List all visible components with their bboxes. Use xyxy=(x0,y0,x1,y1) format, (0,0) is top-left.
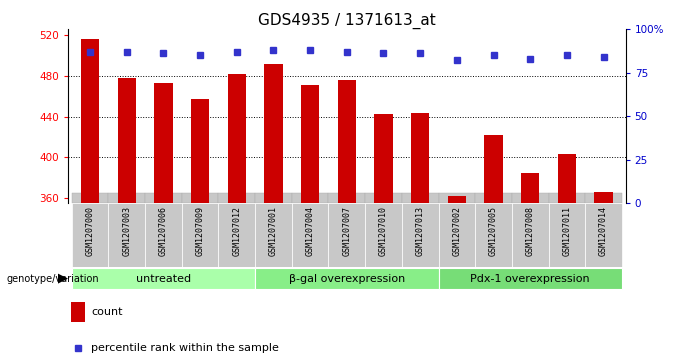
Text: GSM1207004: GSM1207004 xyxy=(305,207,315,256)
Bar xyxy=(338,80,356,203)
Title: GDS4935 / 1371613_at: GDS4935 / 1371613_at xyxy=(258,13,436,29)
Bar xyxy=(145,193,182,203)
Bar xyxy=(228,74,246,203)
Text: GSM1207014: GSM1207014 xyxy=(599,207,608,256)
Text: untreated: untreated xyxy=(136,274,191,284)
Bar xyxy=(594,192,613,203)
Bar xyxy=(328,193,365,203)
Text: GSM1207000: GSM1207000 xyxy=(86,207,95,256)
Text: Pdx-1 overexpression: Pdx-1 overexpression xyxy=(471,274,590,284)
Text: GSM1207011: GSM1207011 xyxy=(562,207,571,256)
Bar xyxy=(411,113,429,203)
Text: count: count xyxy=(91,307,123,317)
Text: GSM1207005: GSM1207005 xyxy=(489,207,498,256)
Bar xyxy=(585,193,622,203)
Bar xyxy=(365,193,402,203)
Bar xyxy=(374,114,392,203)
Bar xyxy=(191,99,209,203)
Bar xyxy=(365,203,402,267)
Text: GSM1207008: GSM1207008 xyxy=(526,207,534,256)
Bar xyxy=(402,193,439,203)
Bar xyxy=(558,154,576,203)
Text: GSM1207003: GSM1207003 xyxy=(122,207,131,256)
Bar xyxy=(292,193,328,203)
Bar xyxy=(218,193,255,203)
Text: β-gal overexpression: β-gal overexpression xyxy=(289,274,405,284)
Bar xyxy=(439,268,622,289)
Bar xyxy=(512,193,549,203)
Bar xyxy=(328,203,365,267)
Bar xyxy=(521,173,539,203)
Text: GSM1207009: GSM1207009 xyxy=(196,207,205,256)
Text: GSM1207013: GSM1207013 xyxy=(415,207,425,256)
Bar xyxy=(447,196,466,203)
Bar xyxy=(255,203,292,267)
Bar xyxy=(292,203,328,267)
Bar xyxy=(108,203,145,267)
Text: GSM1207002: GSM1207002 xyxy=(452,207,461,256)
Bar xyxy=(585,203,622,267)
Bar xyxy=(145,203,182,267)
Bar xyxy=(108,193,145,203)
Bar xyxy=(71,203,108,267)
Bar xyxy=(182,203,218,267)
Bar xyxy=(71,268,255,289)
Bar xyxy=(154,83,173,203)
Bar xyxy=(484,135,503,203)
Bar xyxy=(549,193,585,203)
Bar xyxy=(475,203,512,267)
Bar xyxy=(218,203,255,267)
Bar xyxy=(549,203,585,267)
Bar xyxy=(182,193,218,203)
Bar xyxy=(402,203,439,267)
Text: GSM1207006: GSM1207006 xyxy=(159,207,168,256)
Text: GSM1207007: GSM1207007 xyxy=(342,207,352,256)
Bar xyxy=(81,39,99,203)
Bar xyxy=(475,193,512,203)
Bar xyxy=(71,302,85,322)
Bar xyxy=(265,64,283,203)
Bar xyxy=(439,203,475,267)
Bar xyxy=(118,78,136,203)
Bar xyxy=(71,193,108,203)
Text: genotype/variation: genotype/variation xyxy=(7,274,99,284)
Text: percentile rank within the sample: percentile rank within the sample xyxy=(91,343,279,353)
Bar xyxy=(439,193,475,203)
Text: GSM1207012: GSM1207012 xyxy=(233,207,241,256)
Text: GSM1207001: GSM1207001 xyxy=(269,207,278,256)
Bar xyxy=(255,193,292,203)
Bar xyxy=(512,203,549,267)
Bar xyxy=(301,85,320,203)
Text: GSM1207010: GSM1207010 xyxy=(379,207,388,256)
Bar xyxy=(255,268,439,289)
Polygon shape xyxy=(58,274,68,284)
